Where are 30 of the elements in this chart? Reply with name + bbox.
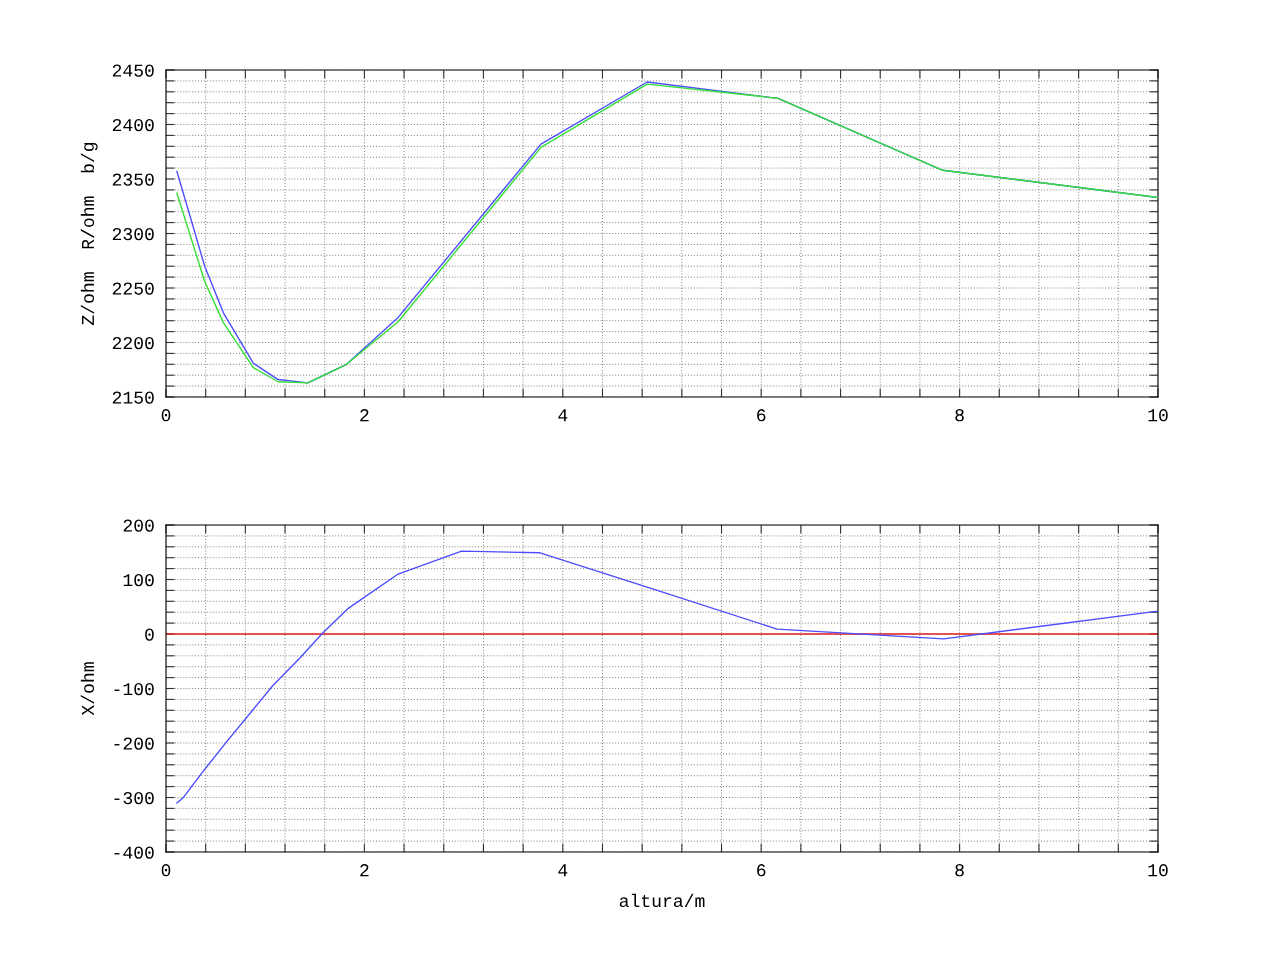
x-tick-label: 0 [161,409,171,422]
x-tick-label: 6 [757,864,766,877]
y-tick-label: 0 [145,628,154,641]
x-tick-label: 8 [955,409,964,422]
x-tick-label: 10 [1148,864,1168,877]
line-series [176,550,1158,804]
y-axis-title: Z/ohm R/ohm b/g [80,142,98,325]
y-tick-label: -200 [114,737,154,750]
y-tick-label: 2400 [112,118,154,132]
y-tick-label: 2150 [112,391,154,404]
x-tick-label: 10 [1148,409,1168,422]
y-tick-label: 2250 [112,282,154,295]
y-tick-label: 2450 [112,64,154,77]
y-tick-label: -400 [114,846,154,859]
y-tick-label: 2350 [112,173,154,186]
x-tick-label: 4 [558,409,568,422]
y-tick-label: 2200 [112,336,154,350]
y-tick-label: 2300 [112,227,154,241]
x-tick-label: 4 [558,864,568,877]
y-axis-title: X/ohm [80,662,95,716]
y-tick-label: -300 [114,791,154,805]
y-tick-label: 200 [123,519,154,532]
x-axis-title: altura/m [619,893,705,908]
x-tick-label: 2 [360,864,369,877]
x-tick-label: 2 [360,409,369,422]
x-tick-label: 6 [757,409,766,422]
y-tick-label: 100 [123,573,154,587]
x-tick-label: 8 [955,864,964,877]
y-tick-label: -100 [114,682,154,696]
x-tick-label: 0 [161,864,171,877]
